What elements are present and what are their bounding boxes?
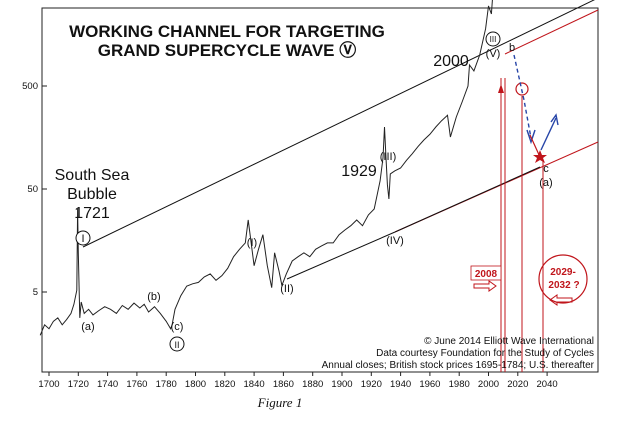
lower-channel-line: [286, 231, 396, 280]
y-tick-label: 5: [33, 287, 38, 298]
label-south-sea-1: South Sea: [55, 167, 130, 184]
x-tick-label: 1820: [214, 379, 235, 390]
label-wave-III: (III): [380, 151, 397, 163]
x-tick-label: 1740: [97, 379, 118, 390]
price-series-line: [39, 0, 493, 336]
label-wave-III-circle: III: [490, 35, 497, 44]
projected-path-blue: [513, 54, 532, 139]
x-tick-label: 1760: [126, 379, 147, 390]
target-circle-marker: [515, 82, 529, 96]
x-tick-label: 2020: [507, 379, 528, 390]
x-tick-label: 1900: [331, 379, 352, 390]
label-wave-b-upper: (b): [147, 291, 160, 303]
label-wave-c-upper: (c): [171, 321, 184, 333]
wave-II-circle: [169, 336, 185, 352]
label-wave-II: (II): [280, 283, 293, 295]
credit-line-3: Annual closes; British stock prices 1695…: [322, 360, 595, 371]
projected-up-line: [540, 117, 557, 151]
x-tick-label: 2040: [537, 379, 558, 390]
label-wave-I-circle: I: [81, 233, 84, 245]
x-tick-label: 1960: [419, 379, 440, 390]
lower-channel-seg2: [394, 166, 541, 233]
label-wave-c-lower: c: [543, 163, 549, 175]
x-tick-label: 2000: [478, 379, 499, 390]
figure-caption: Figure 1: [257, 395, 303, 410]
y-tick-label: 50: [27, 184, 38, 195]
credit-line-1: © June 2014 Elliott Wave International: [424, 336, 594, 347]
wave-c-star: [533, 150, 547, 163]
label-wave-b-lower: b: [509, 42, 515, 54]
x-tick-label: 1720: [68, 379, 89, 390]
x-tick-label: 1700: [38, 379, 59, 390]
x-tick-label: 1980: [449, 379, 470, 390]
label-wave-V: (V): [486, 48, 501, 60]
plot-frame: [41, 7, 599, 373]
label-wave-a-upper: (a): [81, 321, 94, 333]
chart-title: WORKING CHANNEL FOR TARGETING: [69, 22, 385, 41]
upper-channel-line: [82, 0, 596, 248]
label-wave-II-circle: II: [174, 340, 179, 350]
y-tick-label: 500: [22, 81, 38, 92]
label-south-sea-3: 1721: [74, 205, 110, 222]
arrow-right-2008: [473, 280, 497, 292]
wave-I-circle: [75, 230, 91, 246]
label-target-range-2: 2032 ?: [548, 280, 579, 291]
y-axis-ticks: 5505005000: [22, 81, 47, 298]
label-target-range-1: 2029-: [550, 267, 576, 278]
up-arrow-2008: [498, 84, 504, 93]
chart-subtitle: GRAND SUPERCYCLE WAVE Ⓥ: [98, 40, 357, 60]
label-2008-box: [470, 265, 502, 281]
x-tick-label: 1860: [273, 379, 294, 390]
x-axis-ticks: 1700 1720 1740 1760 1780 1800 1820 1840 1860 1880…: [38, 372, 558, 390]
x-tick-label: 1940: [390, 379, 411, 390]
x-tick-label: 1880: [302, 379, 323, 390]
credit-line-2: Data courtesy Foundation for the Study o…: [376, 348, 594, 359]
upper-channel-ext: [504, 9, 599, 55]
target-range-circle: [538, 254, 588, 304]
projected-arrow-up: [550, 113, 559, 126]
x-tick-label: 1800: [185, 379, 206, 390]
wave-III-circle: [485, 31, 501, 47]
label-1929: 1929: [341, 163, 377, 180]
label-south-sea-2: Bubble: [67, 186, 117, 203]
projected-path-red: [529, 134, 541, 158]
x-tick-label: 1840: [244, 379, 265, 390]
label-wave-IV: (IV): [386, 235, 404, 247]
x-tick-label: 1920: [361, 379, 382, 390]
label-wave-I: (I): [247, 237, 257, 249]
x-tick-label: 1780: [156, 379, 177, 390]
label-2008: 2008: [475, 269, 498, 280]
label-2000: 2000: [433, 53, 469, 70]
label-wave-a-paren: (a): [539, 177, 552, 189]
projected-arrow-down: [526, 129, 536, 145]
